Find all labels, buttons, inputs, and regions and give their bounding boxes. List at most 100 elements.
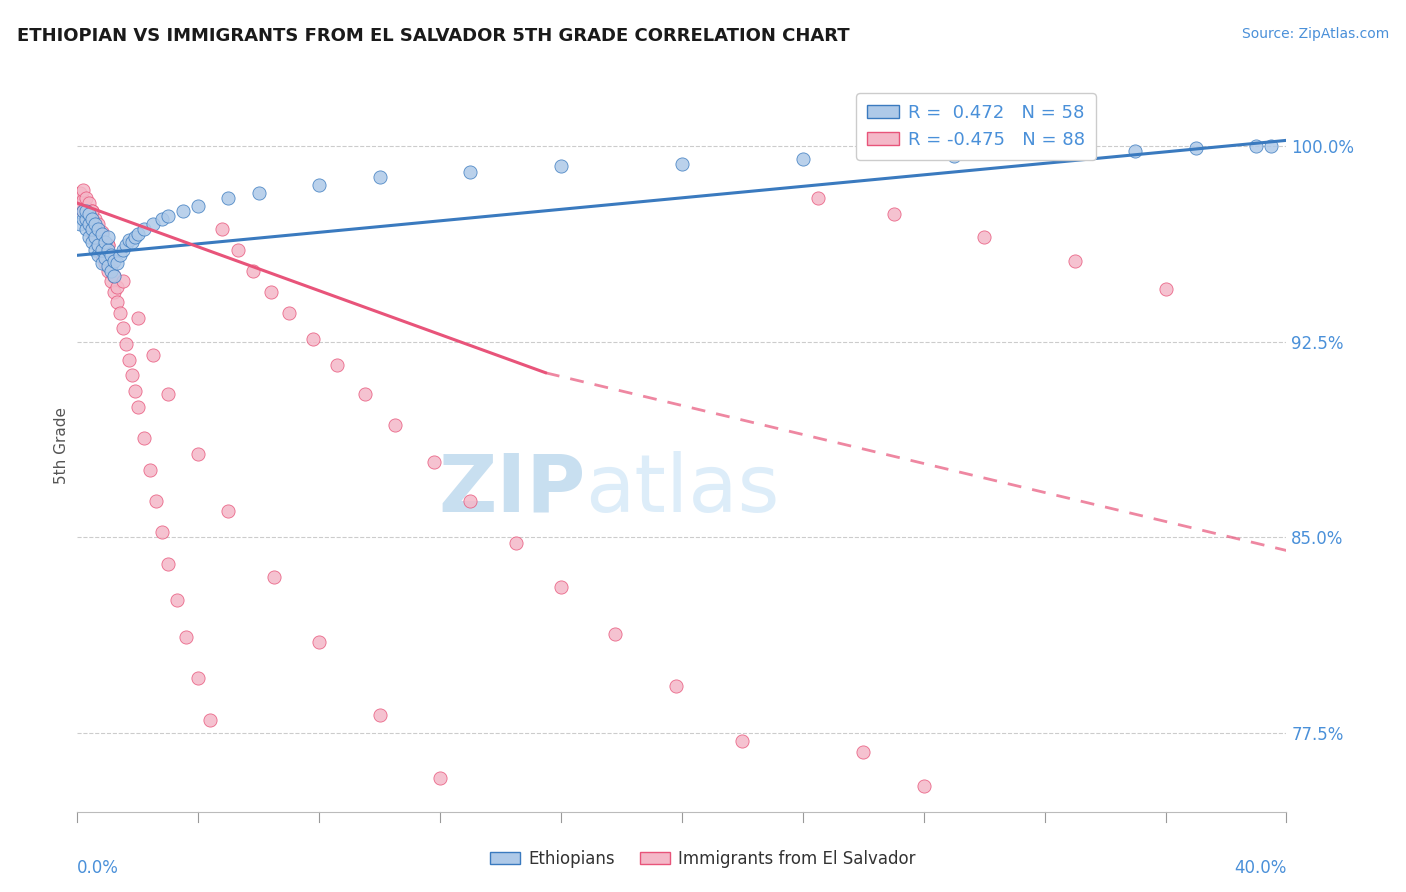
Point: [550, 580, 572, 594]
Point: [69, 196, 91, 211]
Point: [429, 771, 451, 785]
Point: [1033, 146, 1056, 161]
Point: [82, 214, 104, 228]
Point: [72, 194, 94, 208]
Point: [520, 849, 543, 863]
Point: [458, 494, 481, 508]
Point: [150, 525, 173, 540]
Point: [1184, 141, 1206, 155]
Point: [242, 264, 264, 278]
Point: [90, 235, 112, 250]
Point: [368, 169, 391, 184]
Text: 0.0%: 0.0%: [77, 859, 120, 877]
Point: [883, 206, 905, 220]
Point: [226, 243, 249, 257]
Point: [100, 248, 122, 262]
Point: [605, 627, 627, 641]
Text: atlas: atlas: [585, 450, 779, 529]
Point: [218, 504, 240, 518]
Point: [108, 248, 131, 262]
Point: [368, 708, 391, 723]
Point: [72, 183, 94, 197]
Point: [75, 203, 97, 218]
Point: [127, 310, 149, 325]
Point: [75, 201, 97, 215]
Point: [731, 734, 754, 748]
Point: [308, 635, 330, 649]
Point: [87, 248, 110, 262]
Point: [96, 237, 118, 252]
Point: [90, 256, 112, 270]
Point: [308, 178, 330, 192]
Point: [139, 462, 162, 476]
Point: [127, 400, 149, 414]
Point: [93, 251, 115, 265]
Point: [96, 243, 118, 257]
Point: [665, 679, 688, 693]
Point: [96, 264, 118, 278]
Point: [82, 203, 104, 218]
Point: [69, 217, 91, 231]
Point: [1123, 144, 1146, 158]
Point: [1246, 138, 1268, 153]
Point: [90, 225, 112, 239]
Text: ZIP: ZIP: [437, 450, 585, 529]
Point: [84, 211, 107, 226]
Point: [505, 535, 527, 549]
Point: [93, 243, 115, 257]
Point: [72, 203, 94, 218]
Point: [263, 569, 285, 583]
Point: [96, 237, 118, 252]
Point: [166, 593, 188, 607]
Point: [132, 222, 155, 236]
Point: [211, 222, 233, 236]
Point: [79, 206, 101, 220]
Point: [105, 295, 128, 310]
Point: [105, 279, 128, 293]
Point: [87, 227, 110, 242]
Point: [87, 237, 110, 252]
Point: [100, 264, 122, 278]
Point: [79, 217, 101, 231]
Point: [1260, 138, 1282, 153]
Point: [142, 217, 165, 231]
Point: [121, 235, 143, 250]
Point: [145, 494, 167, 508]
Point: [84, 217, 107, 231]
Point: [75, 222, 97, 236]
Point: [260, 285, 283, 299]
Point: [671, 157, 693, 171]
Point: [187, 672, 209, 686]
Point: [72, 211, 94, 226]
Y-axis label: 5th Grade: 5th Grade: [53, 408, 69, 484]
Point: [111, 274, 134, 288]
Point: [458, 164, 481, 178]
Point: [82, 222, 104, 236]
Point: [69, 186, 91, 200]
Point: [302, 332, 325, 346]
Point: [353, 386, 375, 401]
Point: [124, 230, 146, 244]
Point: [132, 431, 155, 445]
Point: [82, 203, 104, 218]
Point: [118, 233, 141, 247]
Point: [187, 199, 209, 213]
Point: [93, 235, 115, 250]
Point: [108, 306, 131, 320]
Point: [423, 455, 446, 469]
Point: [96, 230, 118, 244]
Point: [79, 217, 101, 231]
Point: [103, 253, 125, 268]
Point: [90, 227, 112, 242]
Point: [278, 306, 301, 320]
Legend: R =  0.472   N = 58, R = -0.475   N = 88: R = 0.472 N = 58, R = -0.475 N = 88: [856, 93, 1097, 160]
Point: [973, 230, 995, 244]
Point: [103, 269, 125, 284]
Point: [550, 160, 572, 174]
Legend: Ethiopians, Immigrants from El Salvador: Ethiopians, Immigrants from El Salvador: [484, 844, 922, 875]
Point: [142, 347, 165, 361]
Point: [1064, 253, 1087, 268]
Point: [103, 285, 125, 299]
Point: [82, 211, 104, 226]
Point: [218, 191, 240, 205]
